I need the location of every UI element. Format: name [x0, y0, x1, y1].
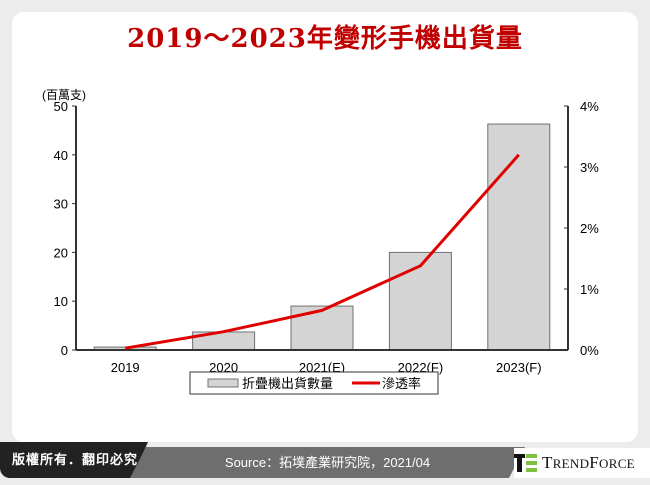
legend — [189, 371, 439, 395]
y2-tick-label: 4% — [580, 99, 599, 114]
trendforce-logo-icon — [514, 454, 537, 472]
x-tick-label: 2022(F) — [398, 360, 444, 375]
legend-line-label: 滲透率 — [382, 376, 421, 391]
y-tick-label: 30 — [54, 197, 68, 212]
x-tick-label: 2023(F) — [496, 360, 542, 375]
x-tick-label: 2020 — [209, 360, 238, 375]
y2-tick-label: 0% — [580, 343, 599, 358]
penetration-line — [124, 153, 520, 350]
y2-tick-label: 3% — [580, 160, 599, 175]
logo-text: TRENDFORCE — [542, 453, 635, 472]
x-tick-label: 2019 — [111, 360, 140, 375]
y2-tick-label: 1% — [580, 282, 599, 297]
y-tick-label: 20 — [54, 245, 68, 260]
footer: 版權所有．翻印必究 Source：拓墣產業研究院，2021/04 TRENDFO… — [0, 442, 650, 485]
y-tick-label: 0 — [61, 343, 68, 358]
y-axis-unit-label: (百萬支) — [42, 88, 86, 102]
bar — [487, 123, 551, 351]
y2-tick-label: 2% — [580, 221, 599, 236]
trendforce-logo: TRENDFORCE — [514, 448, 650, 478]
bar — [388, 251, 452, 351]
bar — [290, 305, 354, 351]
x-tick-label: 2021(E) — [299, 360, 345, 375]
copyright-label: 版權所有．翻印必究 — [0, 442, 148, 478]
source-label: Source：拓墣產業研究院，2021/04 — [130, 447, 525, 478]
y-tick-label: 40 — [54, 148, 68, 163]
legend-bar-label: 折疊機出貨數量 — [242, 376, 333, 391]
chart-plot: 0 10 20 30 40 50 0% 1% 2% 3% 4% 2019 2020 2021(E) 2022… — [54, 99, 599, 395]
y-tick-label: 10 — [54, 294, 68, 309]
y-tick-label: 50 — [54, 99, 68, 114]
legend-bar-swatch — [207, 378, 239, 388]
chart-title: 2019～2023年變形手機出貨量 — [127, 24, 523, 54]
